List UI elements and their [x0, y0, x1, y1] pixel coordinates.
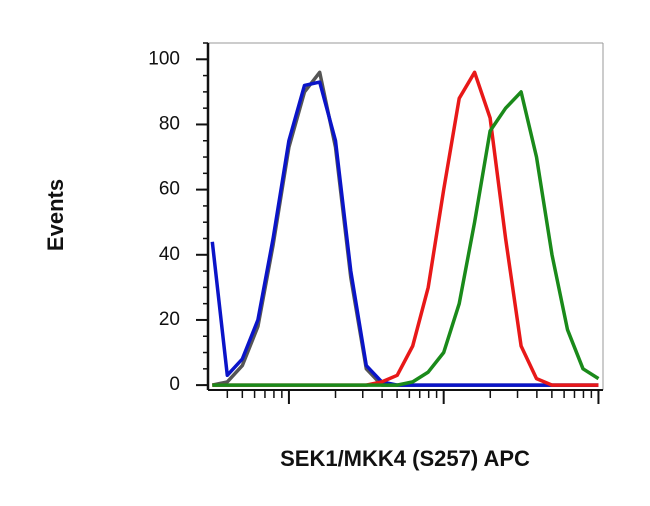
y-tick-label: 0	[169, 374, 180, 395]
series-line	[212, 70, 599, 387]
y-tick-label: 100	[148, 48, 180, 69]
series-line	[212, 90, 600, 387]
y-tick-label: 80	[159, 113, 180, 134]
x-axis-title: SEK1/MKK4 (S257) APC	[280, 446, 530, 471]
y-tick-label: 20	[159, 309, 180, 330]
y-tick-label: 60	[159, 179, 180, 200]
y-axis-title: Events	[43, 179, 68, 251]
series-line	[211, 70, 599, 387]
series-line	[210, 80, 599, 387]
y-tick-label: 40	[159, 244, 180, 265]
